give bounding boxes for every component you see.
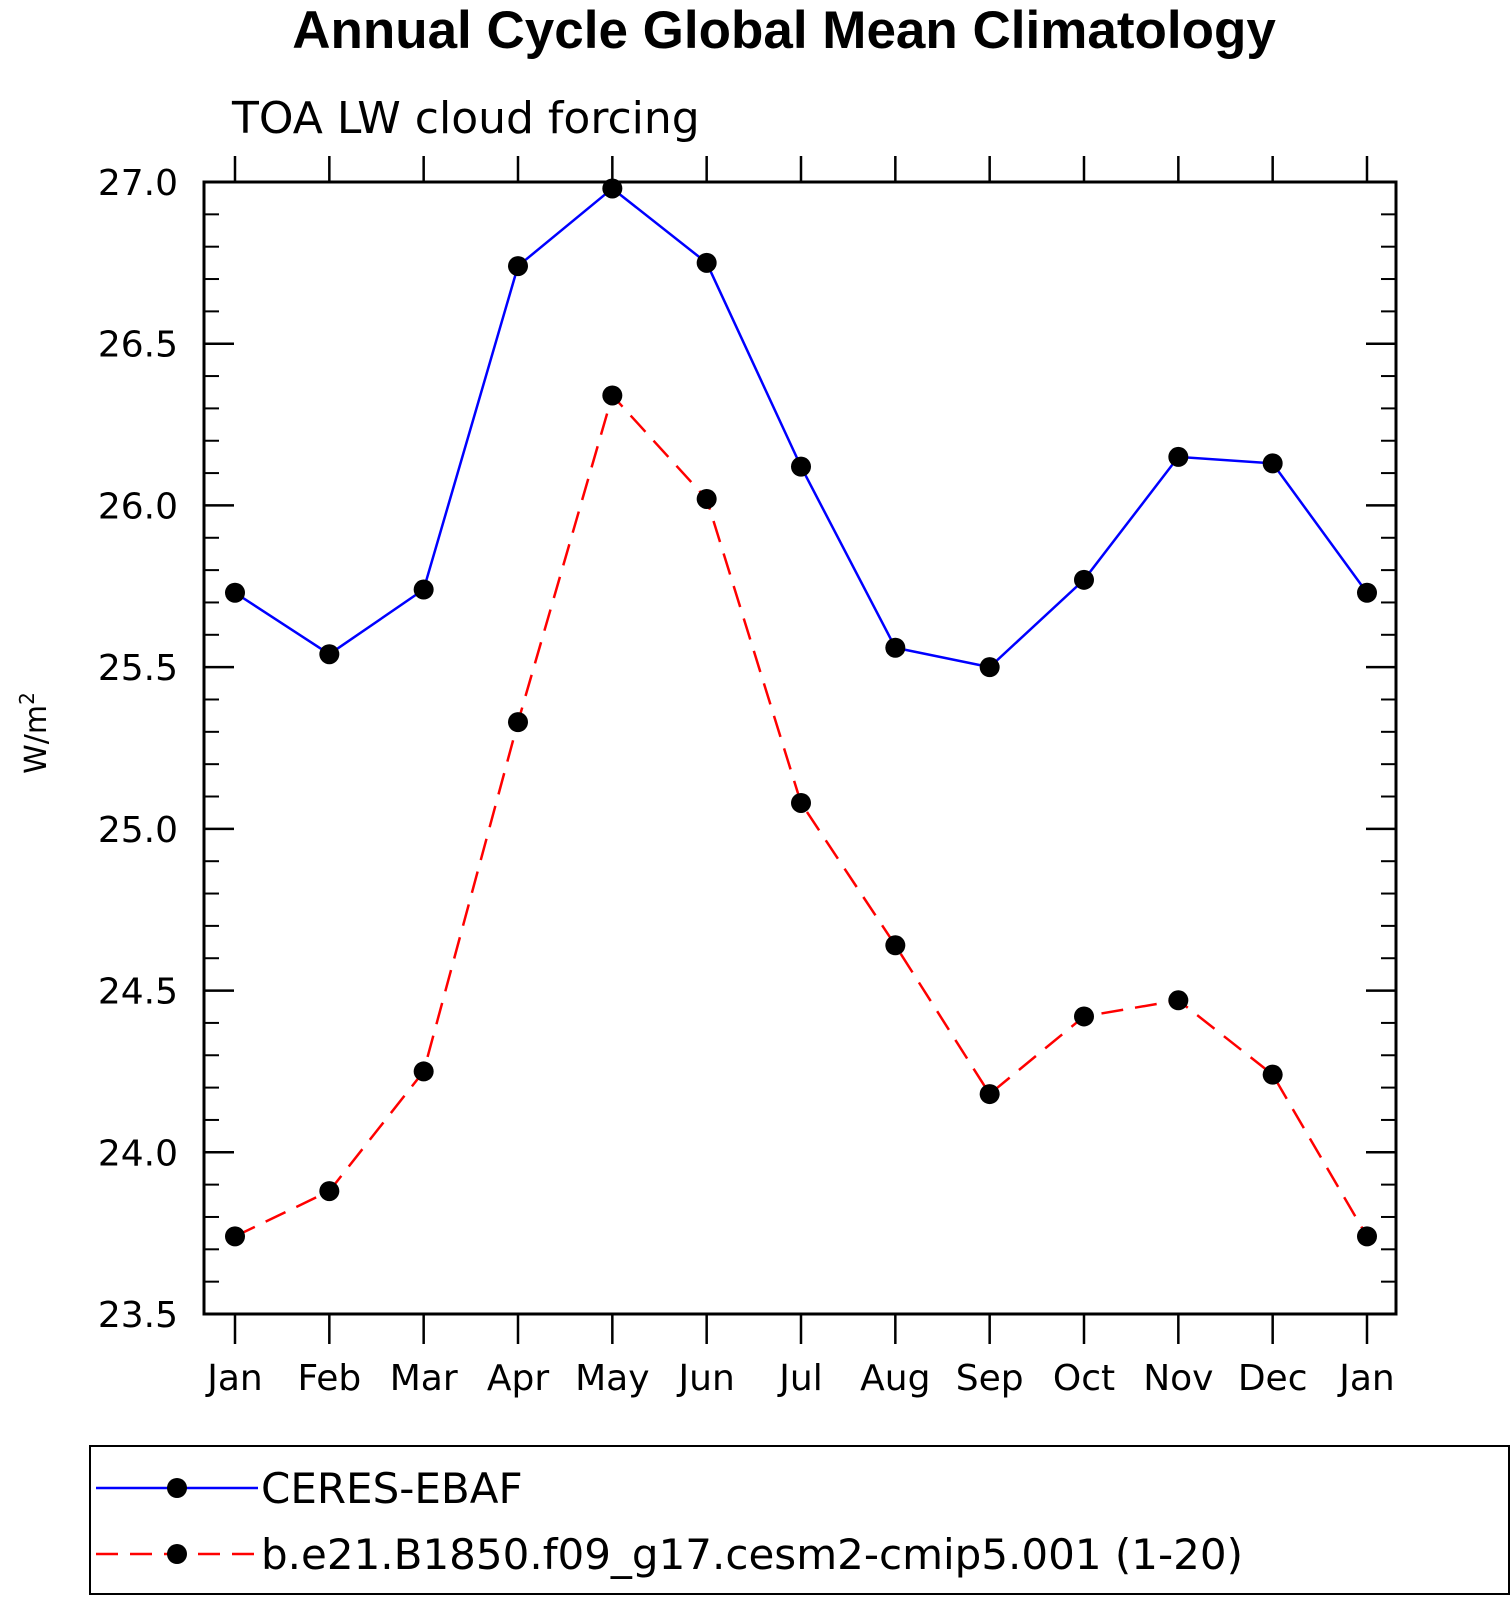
- x-tick-label: Dec: [1238, 1358, 1308, 1399]
- series-markers: [225, 178, 1377, 1247]
- series-0-point: [979, 657, 1000, 678]
- x-tick-label: Apr: [487, 1358, 549, 1399]
- series-1-point: [979, 1084, 1000, 1105]
- x-tick-label: Oct: [1053, 1358, 1115, 1399]
- x-tick-label: Nov: [1143, 1358, 1213, 1399]
- x-tick-label: Mar: [390, 1358, 458, 1399]
- y-axis-label: W/m2: [15, 692, 54, 774]
- series-1-point: [319, 1181, 340, 1202]
- y-axis-label-superscript: 2: [15, 692, 39, 705]
- y-tick-label: 23.5: [98, 1295, 178, 1336]
- y-tick-label: 24.0: [98, 1133, 178, 1174]
- series-1-point: [1074, 1006, 1094, 1027]
- series-1-point: [791, 792, 811, 813]
- series-1-point: [602, 385, 623, 406]
- x-tick-label: Jun: [677, 1358, 735, 1399]
- y-tick-label: 25.0: [98, 810, 178, 851]
- y-axis-label-text: W/m: [19, 705, 54, 774]
- legend-entry-cesm2: b.e21.B1850.f09_g17.cesm2-cmip5.001 (1-2…: [96, 1530, 1243, 1579]
- y-tick-label: 27.0: [98, 163, 178, 204]
- legend-marker-cesm2: [167, 1544, 187, 1564]
- series-0-point: [319, 644, 340, 665]
- legend-label-cesm2: b.e21.B1850.f09_g17.cesm2-cmip5.001 (1-2…: [261, 1530, 1243, 1579]
- x-tick-label: Feb: [297, 1358, 361, 1399]
- series-0-point: [1357, 582, 1377, 603]
- legend-marker-ceres: [167, 1478, 187, 1498]
- series-line-1: [234, 392, 1369, 1238]
- y-tick-label: 24.5: [98, 972, 178, 1013]
- legend-label-ceres: CERES-EBAF: [261, 1464, 523, 1513]
- x-tick-label: Jul: [777, 1358, 822, 1399]
- series-line-0: [234, 186, 1369, 669]
- series-0-point: [885, 637, 906, 658]
- series-1-point: [508, 712, 528, 733]
- axes: Jan Feb Mar Apr May Jun Jul Aug Sep Oct Nov Dec Jan 2…: [98, 156, 1396, 1399]
- series-1-point: [1168, 990, 1189, 1011]
- x-tick-label: May: [575, 1358, 649, 1399]
- series-0-point: [602, 178, 623, 199]
- series-1-point: [1357, 1226, 1377, 1247]
- series-1-point: [696, 488, 717, 509]
- series-0-point: [791, 456, 811, 477]
- chart-subtitle: TOA LW cloud forcing: [231, 93, 700, 144]
- series-0-point: [696, 252, 717, 273]
- y-tick-label: 26.5: [98, 325, 178, 366]
- series-1-point: [225, 1226, 245, 1247]
- series-lines: [234, 186, 1369, 1238]
- x-tick-label: Sep: [956, 1358, 1024, 1399]
- legend-box: [89, 1445, 1510, 1595]
- series-0-point: [508, 256, 528, 277]
- series-0-point: [1074, 569, 1094, 590]
- series-0-point: [413, 579, 434, 600]
- y-tick-label: 26.0: [98, 486, 178, 527]
- x-tick-label: Aug: [860, 1358, 930, 1399]
- plot-frame: [202, 180, 1398, 1316]
- series-1-point: [885, 935, 906, 956]
- series-1-point: [1262, 1064, 1283, 1085]
- y-tick-label: 25.5: [98, 648, 178, 689]
- chart-title: Annual Cycle Global Mean Climatology: [292, 1, 1276, 60]
- x-tick-label: Jan: [205, 1358, 263, 1399]
- x-tick-label: Jan: [1337, 1358, 1395, 1399]
- series-0-point: [1168, 446, 1189, 467]
- series-0-point: [1262, 453, 1283, 474]
- series-0-point: [225, 582, 245, 603]
- series-1-point: [413, 1061, 434, 1082]
- legend-entry-ceres: CERES-EBAF: [96, 1464, 523, 1513]
